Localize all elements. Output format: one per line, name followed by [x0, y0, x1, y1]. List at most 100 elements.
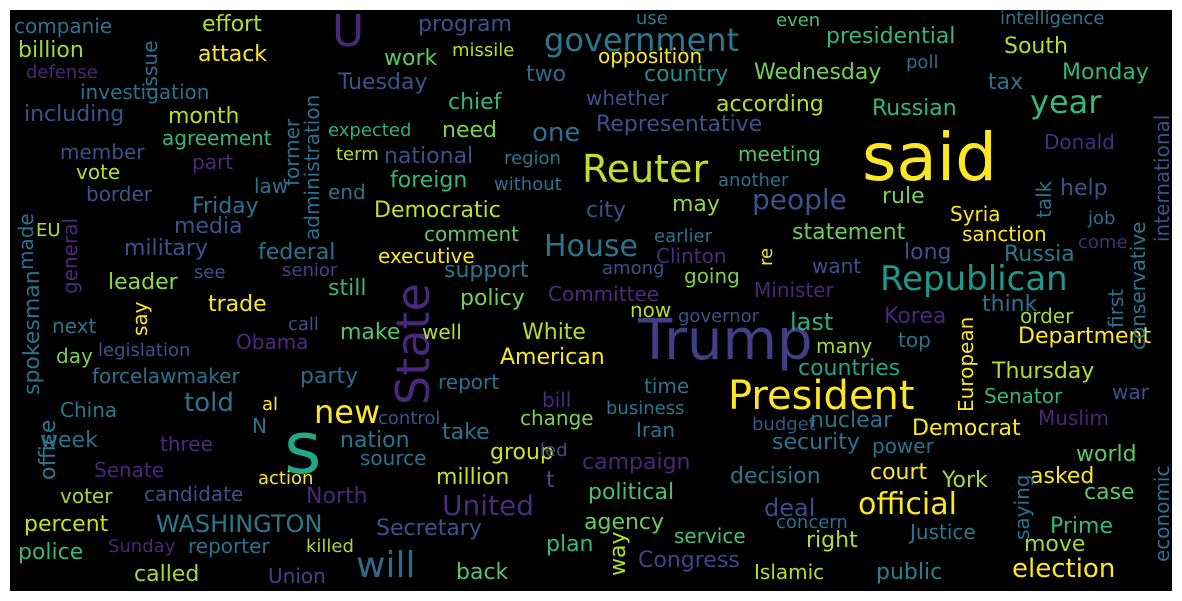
word-general: general	[58, 217, 82, 294]
word-monday: Monday	[1062, 60, 1149, 85]
word-week: week	[40, 428, 98, 453]
word-policy: policy	[460, 286, 525, 311]
word-support: support	[444, 258, 529, 283]
word-companie: companie	[14, 14, 113, 38]
word-two: two	[526, 62, 567, 87]
word-court: court	[870, 460, 928, 485]
word-one: one	[532, 118, 581, 148]
word-obama: Obama	[236, 330, 309, 354]
word-tuesday: Tuesday	[338, 70, 428, 95]
word-international: international	[1150, 114, 1172, 242]
word-million: million	[436, 465, 510, 490]
word-region: region	[504, 148, 561, 169]
word-border: border	[86, 182, 153, 206]
word-world: world	[1076, 442, 1137, 467]
word-al: al	[262, 394, 279, 415]
word-police: police	[18, 540, 84, 565]
word-economic: economic	[1150, 465, 1172, 562]
word-washington: WASHINGTON	[156, 510, 323, 538]
word-senate: Senate	[94, 458, 165, 482]
word-order: order	[1020, 304, 1074, 328]
word-going: going	[684, 264, 740, 288]
word-asked: asked	[1030, 464, 1095, 489]
word-well: well	[422, 320, 462, 344]
word-according: according	[716, 92, 824, 117]
word-term: term	[336, 144, 379, 165]
word-american: American	[500, 345, 605, 370]
word-trade: trade	[208, 292, 267, 317]
word-saying: saying	[1010, 474, 1034, 540]
word-friday: Friday	[192, 194, 259, 219]
word-service: service	[674, 524, 746, 548]
word-syria: Syria	[950, 202, 1001, 226]
word-killed: killed	[306, 536, 354, 557]
word-security: security	[772, 430, 860, 455]
word-conservative: conservative	[1126, 221, 1150, 351]
word-spokesman: spokesman	[20, 270, 45, 395]
word-effort: effort	[202, 12, 262, 37]
word-take: take	[442, 420, 490, 445]
word-need: need	[442, 118, 497, 143]
word-now: now	[630, 298, 672, 322]
word-percent: percent	[24, 512, 109, 537]
word-forcelawmaker: forcelawmaker	[92, 364, 240, 388]
word-see: see	[194, 262, 226, 283]
word-european: European	[954, 316, 978, 412]
word-three: three	[160, 432, 213, 456]
word-help: help	[1060, 176, 1108, 201]
word-united: United	[442, 489, 534, 522]
word-york: York	[942, 468, 988, 493]
word-department: Department	[1018, 324, 1152, 349]
word-union: Union	[268, 564, 326, 588]
word-group: group	[490, 440, 554, 465]
word-work: work	[384, 46, 438, 71]
word-program: program	[418, 12, 512, 37]
word-job: job	[1088, 208, 1116, 229]
word-decision: decision	[730, 464, 821, 489]
word-senator: Senator	[984, 384, 1063, 408]
word-office: office	[36, 419, 61, 480]
word-plan: plan	[546, 532, 594, 557]
word-trump: Trump	[638, 308, 813, 373]
word-nation: nation	[340, 428, 410, 453]
word-campaign: campaign	[582, 450, 691, 475]
word-another: another	[718, 170, 789, 191]
word-member: member	[60, 140, 145, 164]
word-change: change	[520, 406, 594, 430]
word-political: political	[588, 480, 675, 505]
word-former: former	[280, 118, 304, 186]
word-national: national	[384, 144, 474, 169]
word-minister: Minister	[754, 278, 834, 302]
word-president: President	[728, 373, 915, 419]
word-reporter: reporter	[188, 534, 270, 558]
word-want: want	[812, 254, 862, 278]
word-foreign: foreign	[390, 168, 468, 193]
word-said: said	[862, 119, 998, 196]
word-many: many	[816, 334, 873, 358]
word-public: public	[876, 560, 943, 585]
word-last: last	[790, 308, 834, 336]
word-north: North	[306, 484, 368, 509]
word-government: government	[544, 21, 740, 59]
word-action: action	[258, 468, 314, 489]
word-deal: deal	[764, 494, 816, 522]
word-agreement: agreement	[162, 126, 272, 150]
word-democrat: Democrat	[912, 416, 1021, 441]
word-countries: countries	[798, 356, 901, 381]
word-senior: senior	[282, 260, 338, 281]
word-long: long	[904, 240, 952, 265]
word-without: without	[494, 174, 562, 195]
word-statement: statement	[792, 220, 906, 245]
word-white: White	[522, 320, 586, 345]
word-new: new	[314, 393, 381, 431]
word-secretary: Secretary	[376, 516, 482, 541]
word-people: people	[752, 183, 847, 216]
word-russia: Russia	[1004, 242, 1075, 267]
word-opposition: opposition	[598, 44, 703, 68]
word-reuter: Reuter	[582, 147, 709, 191]
word-day: day	[56, 344, 93, 368]
word-make: make	[340, 320, 401, 345]
word-committee: Committee	[548, 282, 660, 306]
word-election: election	[1012, 554, 1116, 584]
word-next: next	[52, 314, 97, 338]
